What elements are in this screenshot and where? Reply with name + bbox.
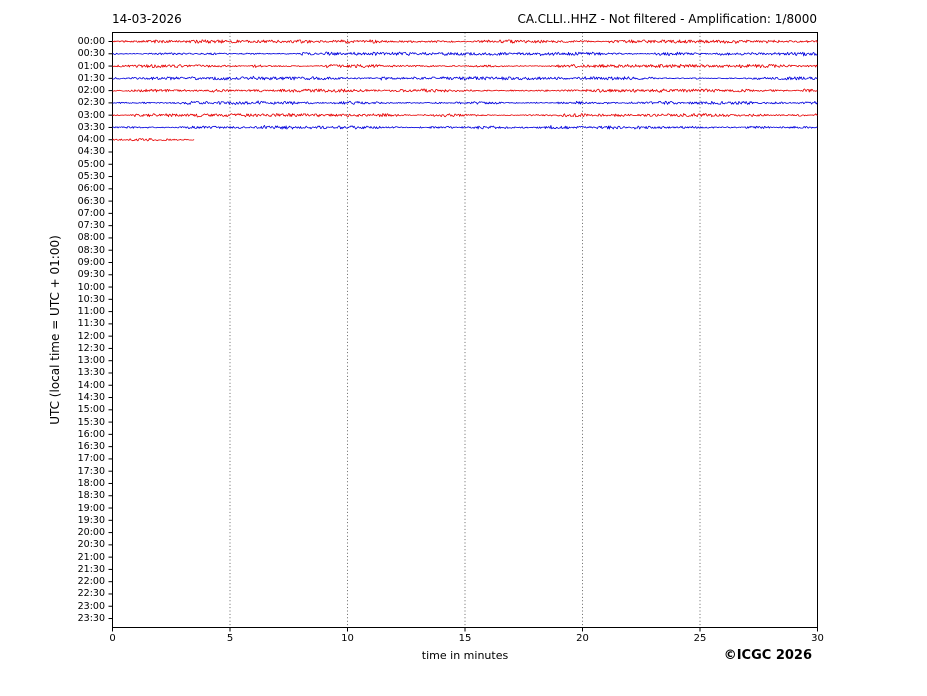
- y-tick-label: 07:00: [77, 207, 105, 219]
- plot-date-title: 14-03-2026: [112, 12, 182, 26]
- x-axis-title: time in minutes: [421, 649, 509, 662]
- trace-01:30: [112, 75, 818, 81]
- x-tick-label: 5: [226, 633, 234, 644]
- y-tick-label: 16:30: [77, 441, 105, 453]
- y-tick-label: 10:30: [77, 293, 105, 305]
- y-tick-label: 03:00: [77, 109, 105, 121]
- x-tick-label: 30: [811, 633, 824, 644]
- trace-02:30: [112, 100, 818, 105]
- trace-00:00: [112, 39, 818, 44]
- y-tick-label: 12:00: [77, 330, 105, 342]
- y-tick-label: 05:00: [77, 158, 105, 170]
- y-tick-label: 15:00: [77, 404, 105, 416]
- y-tick-label: 08:30: [77, 244, 105, 256]
- y-tick-label: 05:30: [77, 171, 105, 183]
- y-tick-label: 23:00: [77, 600, 105, 612]
- y-tick-label: 02:30: [77, 97, 105, 109]
- y-tick-label: 19:00: [77, 502, 105, 514]
- y-tick-label: 22:00: [77, 576, 105, 588]
- x-tick-label: 15: [458, 633, 472, 644]
- y-tick-label: 06:30: [77, 195, 105, 207]
- y-tick-label: 17:00: [77, 453, 105, 465]
- x-tick-label: 10: [341, 633, 354, 644]
- y-tick-label: 21:30: [77, 563, 105, 575]
- y-tick-label: 12:30: [77, 342, 105, 354]
- y-tick-label: 19:30: [77, 514, 105, 526]
- x-tick-label: 25: [693, 633, 707, 644]
- y-tick-label: 04:30: [77, 146, 105, 158]
- x-tick-label: 20: [576, 633, 589, 644]
- y-tick-label: 13:30: [77, 367, 105, 379]
- trace-01:00: [112, 63, 818, 69]
- y-tick-label: 09:00: [77, 256, 105, 268]
- y-tick-label: 10:00: [77, 281, 105, 293]
- y-tick-label: 17:30: [77, 465, 105, 477]
- copyright-label: ©ICGC 2026: [723, 648, 812, 663]
- y-tick-label: 11:30: [77, 318, 105, 330]
- y-tick-label: 18:30: [77, 490, 105, 502]
- y-tick-label: 14:00: [77, 379, 105, 391]
- y-tick-label: 13:00: [77, 355, 105, 367]
- y-axis-title: UTC (local time = UTC + 01:00): [48, 235, 62, 425]
- y-tick-label: 07:30: [77, 220, 105, 232]
- y-tick-label: 11:00: [77, 306, 105, 318]
- y-tick-label: 00:00: [77, 36, 105, 47]
- y-tick-label: 08:00: [77, 232, 105, 244]
- y-tick-label: 03:30: [77, 121, 105, 133]
- y-tick-label: 21:00: [77, 551, 105, 563]
- y-tick-label: 06:00: [77, 183, 105, 195]
- trace-03:30: [112, 125, 818, 130]
- x-tick-label: 0: [109, 633, 116, 644]
- trace-00:30: [112, 51, 818, 57]
- y-tick-label: 20:00: [77, 527, 105, 539]
- trace-02:00: [112, 88, 818, 93]
- y-tick-label: 23:30: [77, 613, 105, 625]
- y-tick-label: 02:00: [77, 85, 105, 97]
- trace-03:00: [112, 113, 818, 118]
- y-tick-label: 01:00: [77, 60, 105, 72]
- y-tick-label: 14:30: [77, 392, 105, 404]
- y-tick-label: 15:30: [77, 416, 105, 428]
- y-tick-label: 00:30: [77, 48, 105, 60]
- y-tick-label: 04:00: [77, 134, 105, 146]
- y-tick-label: 09:30: [77, 269, 105, 281]
- y-tick-label: 18:00: [77, 477, 105, 489]
- y-tick-label: 20:30: [77, 539, 105, 551]
- trace-04:00: [112, 137, 195, 142]
- y-tick-label: 22:30: [77, 588, 105, 600]
- y-tick-label: 16:00: [77, 428, 105, 440]
- y-tick-label: 01:30: [77, 72, 105, 84]
- plot-station-title: CA.CLLI..HHZ - Not filtered - Amplificat…: [517, 12, 817, 26]
